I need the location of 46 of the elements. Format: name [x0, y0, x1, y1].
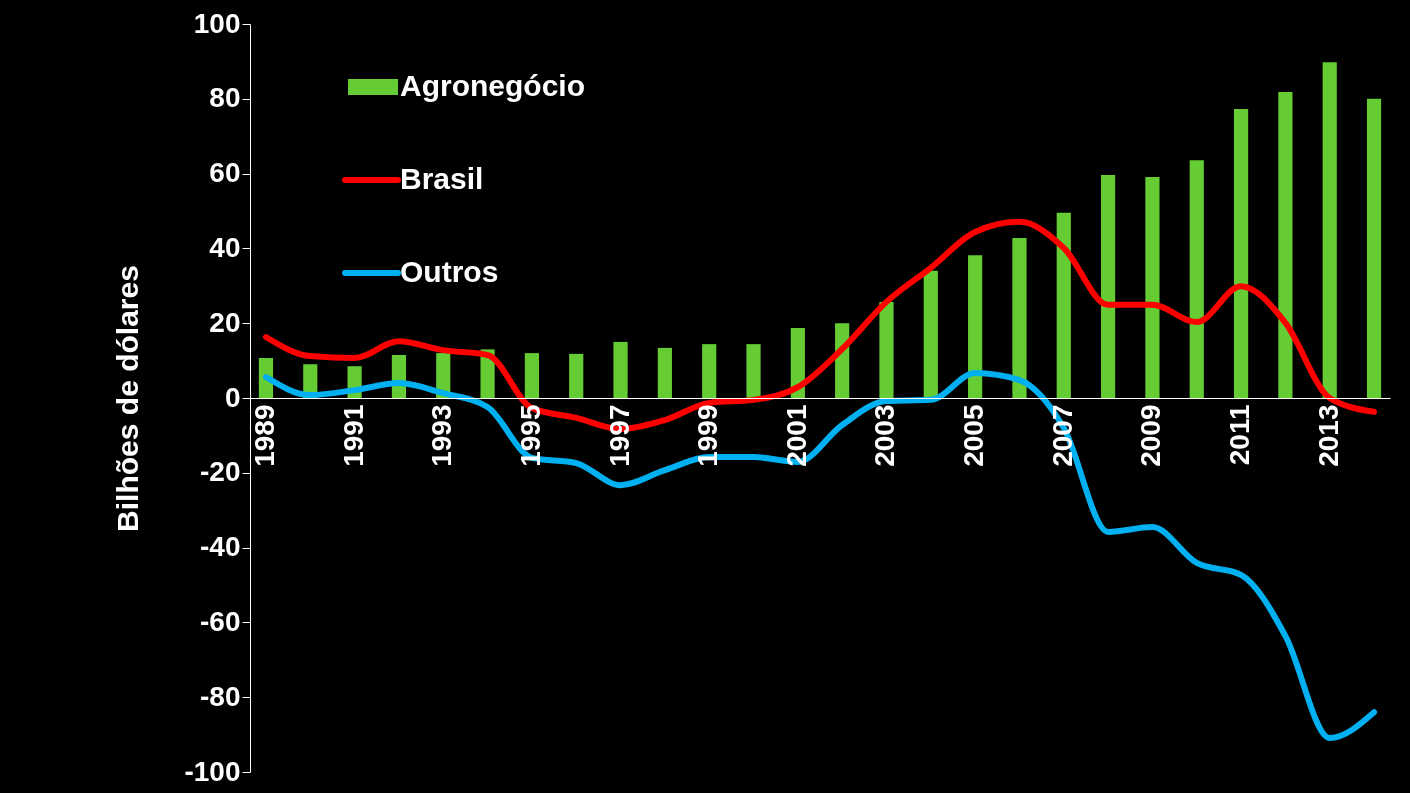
y-tick-label: -80	[200, 680, 241, 712]
y-tick-label: -100	[184, 755, 241, 787]
legend-label: Brasil	[400, 162, 484, 195]
legend-label: Outros	[400, 255, 499, 288]
y-tick-label: 60	[209, 157, 241, 189]
y-tick-label: 20	[209, 306, 241, 338]
x-tick-label: 2005	[958, 404, 990, 467]
bar	[1012, 237, 1027, 398]
bar	[1322, 62, 1337, 398]
y-tick-label: -20	[200, 456, 241, 488]
bar	[524, 353, 539, 398]
bar	[746, 344, 761, 398]
bar	[1233, 108, 1249, 398]
y-axis-title: Bilhões de dólares	[111, 265, 145, 532]
x-tick-label: 1997	[603, 404, 635, 467]
bar	[923, 270, 938, 398]
y-tick-label: 80	[209, 82, 241, 114]
x-tick-label: 2013	[1312, 404, 1344, 467]
x-tick-label: 2003	[869, 404, 901, 467]
bar	[702, 344, 717, 398]
y-tick-label: 0	[224, 381, 241, 413]
y-tick-label: -60	[200, 605, 241, 637]
bar	[657, 347, 672, 398]
bar	[1101, 175, 1116, 398]
x-tick-label: 1999	[692, 404, 724, 467]
bar	[1189, 160, 1204, 398]
x-tick-label: 2001	[780, 404, 812, 467]
x-tick-label: 2007	[1046, 404, 1078, 467]
y-tick-label: -40	[200, 531, 241, 563]
bar	[1145, 176, 1160, 398]
y-tick-label: 100	[193, 7, 241, 39]
legend-label: Agronegócio	[400, 69, 585, 102]
bar	[1278, 92, 1293, 398]
x-tick-label: 1989	[248, 404, 280, 467]
x-tick-label: 1993	[426, 404, 458, 467]
x-tick-label: 2009	[1135, 404, 1167, 467]
bar	[879, 301, 894, 398]
bar	[968, 255, 983, 398]
x-tick-label: 1991	[337, 404, 369, 467]
bar	[569, 353, 584, 398]
y-tick-label: 40	[209, 231, 241, 263]
bar	[1056, 212, 1071, 398]
x-tick-label: 1995	[514, 404, 546, 467]
bar	[1366, 98, 1382, 398]
bar	[613, 341, 628, 398]
x-tick-label: 2011	[1224, 404, 1256, 466]
